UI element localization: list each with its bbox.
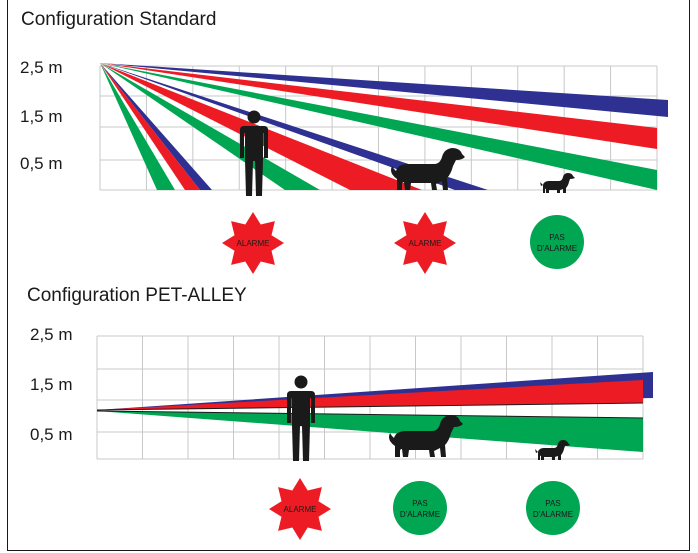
pet-alley-height-label-2-5: 2,5 m	[30, 325, 73, 344]
pet-alley-beam-green	[97, 411, 643, 452]
standard-title: Configuration Standard	[21, 9, 217, 30]
pet-alley-badge-person: ALARME	[269, 478, 331, 540]
pet-alley-height-label-1-5: 1,5 m	[30, 375, 73, 394]
pet-alley-beam-outline-top	[96, 402, 644, 411]
standard-beam-green-steep	[100, 63, 175, 190]
alarm-star-icon	[394, 212, 456, 274]
pet-alley-beams	[96, 372, 653, 452]
badge-label-line-1: PAS	[549, 233, 564, 242]
standard-beam-blue-long	[100, 63, 668, 117]
badge-label-line-2: D'ALARME	[533, 510, 573, 519]
pet-alley-height-label-0-5: 0,5 m	[30, 425, 73, 444]
standard-beam-green-mid	[100, 63, 320, 190]
badge-label-line-2: D'ALARME	[400, 510, 440, 519]
standard-badge-large-dog: ALARME	[394, 212, 456, 274]
badge-label-line-1: PAS	[412, 499, 427, 508]
standard-height-label-1-5: 1,5 m	[20, 107, 63, 126]
pet-alley-badge-large-dog: PAS D'ALARME	[393, 481, 447, 535]
badge-label: ALARME	[409, 239, 442, 248]
standard-badge-person: ALARME	[222, 212, 284, 274]
pet-alley-beam-red	[97, 380, 643, 410]
standard-beam-blue-short	[100, 63, 212, 190]
diagram-frame	[7, 0, 690, 551]
standard-height-label-0-5: 0,5 m	[20, 154, 63, 173]
alarm-star-icon	[222, 212, 284, 274]
pet-alley-beam-outline-bottom	[96, 410, 644, 419]
badge-label: ALARME	[284, 505, 317, 514]
badge-label-line-1: PAS	[545, 499, 560, 508]
standard-beam-red-long	[100, 63, 657, 149]
pet-alley-badge-small-dog: PAS D'ALARME	[526, 481, 580, 535]
standard-beam-green-long	[100, 63, 657, 190]
badge-label: ALARME	[237, 239, 270, 248]
no-alarm-circle-icon	[530, 215, 584, 269]
badge-label-line-2: D'ALARME	[537, 244, 577, 253]
standard-beam-red-short	[100, 63, 200, 190]
pet-alley-title: Configuration PET-ALLEY	[27, 285, 247, 306]
no-alarm-circle-icon	[393, 481, 447, 535]
standard-beam-blue-mid	[100, 63, 488, 190]
alarm-star-icon	[269, 478, 331, 540]
standard-height-label-2-5: 2,5 m	[20, 58, 63, 77]
standard-badge-small-dog: PAS D'ALARME	[530, 215, 584, 269]
no-alarm-circle-icon	[526, 481, 580, 535]
